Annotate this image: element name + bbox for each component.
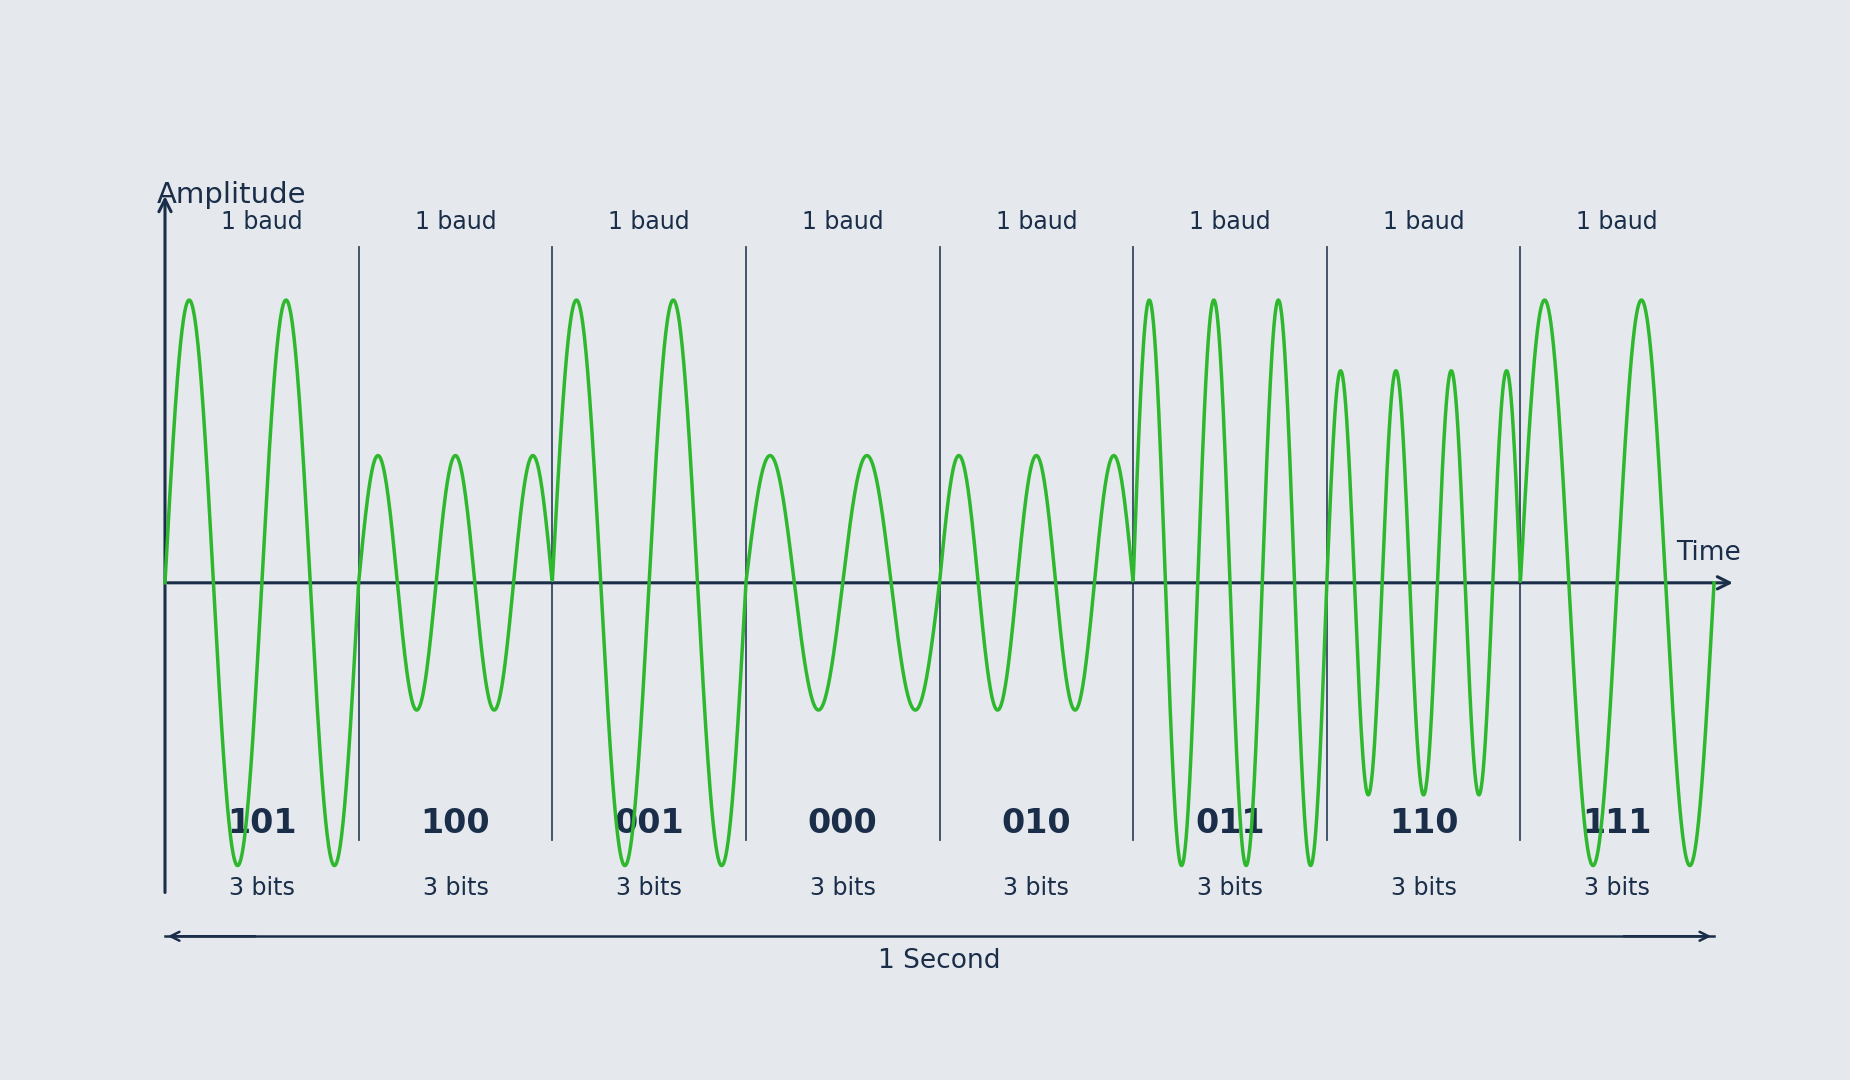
Text: 1 baud: 1 baud (414, 210, 496, 234)
Text: 110: 110 (1389, 807, 1458, 839)
Text: 3 bits: 3 bits (1003, 876, 1069, 901)
Text: 101: 101 (228, 807, 296, 839)
Text: 100: 100 (420, 807, 490, 839)
Text: 001: 001 (614, 807, 684, 839)
Text: 1 baud: 1 baud (995, 210, 1077, 234)
Text: 000: 000 (808, 807, 877, 839)
Text: 3 bits: 3 bits (229, 876, 294, 901)
Text: 010: 010 (1001, 807, 1071, 839)
Text: 011: 011 (1195, 807, 1265, 839)
Text: 3 bits: 3 bits (810, 876, 875, 901)
Text: 1 baud: 1 baud (1576, 210, 1658, 234)
Text: 3 bits: 3 bits (1584, 876, 1650, 901)
Text: 1 baud: 1 baud (609, 210, 690, 234)
Text: 3 bits: 3 bits (1197, 876, 1264, 901)
Text: 1 baud: 1 baud (220, 210, 303, 234)
Text: 1 baud: 1 baud (1190, 210, 1271, 234)
Text: 3 bits: 3 bits (422, 876, 488, 901)
Text: Time: Time (1676, 540, 1741, 566)
Text: 1 baud: 1 baud (1382, 210, 1465, 234)
Text: 1 Second: 1 Second (879, 947, 1001, 973)
Text: 1 baud: 1 baud (801, 210, 884, 234)
Text: 111: 111 (1582, 807, 1652, 839)
Text: Amplitude: Amplitude (157, 181, 307, 210)
Text: 3 bits: 3 bits (616, 876, 683, 901)
Text: 3 bits: 3 bits (1391, 876, 1456, 901)
